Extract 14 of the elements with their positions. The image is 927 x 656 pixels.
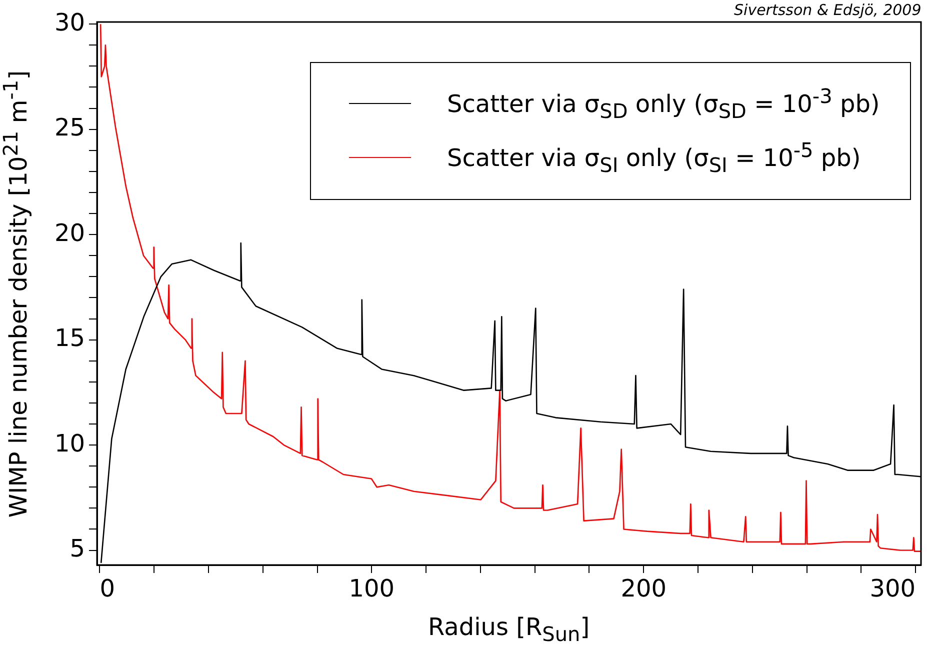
y-tick-label: 15 [54, 324, 85, 352]
y-tick-label: 30 [54, 8, 85, 36]
legend-label: Scatter via σ$_{SI}$ only (σ$_{SI}$ = 10$^{-5}$ pb) [447, 136, 861, 179]
x-tick-label: 200 [620, 574, 667, 603]
y-tick-label: 20 [54, 218, 85, 247]
x-axis-title: Radius [R$_{Sun}$] [428, 613, 590, 646]
x-tick-label: 100 [348, 574, 395, 603]
y-tick-label: 10 [54, 429, 85, 458]
x-tick-label: 0 [100, 574, 115, 603]
y-tick-label: 5 [70, 534, 85, 562]
y-tick-label: 25 [54, 114, 85, 142]
legend-label: Scatter via σ$_{SD}$ only (σ$_{SD}$ = 10$^{-3}$ pb) [447, 83, 880, 125]
text: Sivertsson & Edsjö, 2009 [734, 1, 922, 19]
x-tick-label: 300 [870, 574, 916, 603]
